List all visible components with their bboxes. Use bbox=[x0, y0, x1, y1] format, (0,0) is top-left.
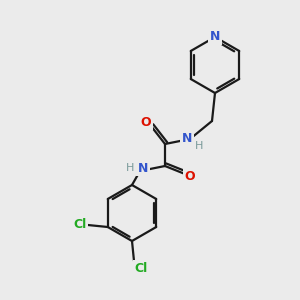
Text: Cl: Cl bbox=[134, 262, 148, 275]
Text: Cl: Cl bbox=[73, 218, 86, 230]
Text: O: O bbox=[141, 116, 151, 128]
Text: N: N bbox=[210, 31, 220, 44]
Text: H: H bbox=[126, 163, 134, 173]
Text: N: N bbox=[138, 161, 148, 175]
Text: H: H bbox=[195, 141, 203, 151]
Text: N: N bbox=[182, 131, 192, 145]
Text: O: O bbox=[185, 170, 195, 184]
